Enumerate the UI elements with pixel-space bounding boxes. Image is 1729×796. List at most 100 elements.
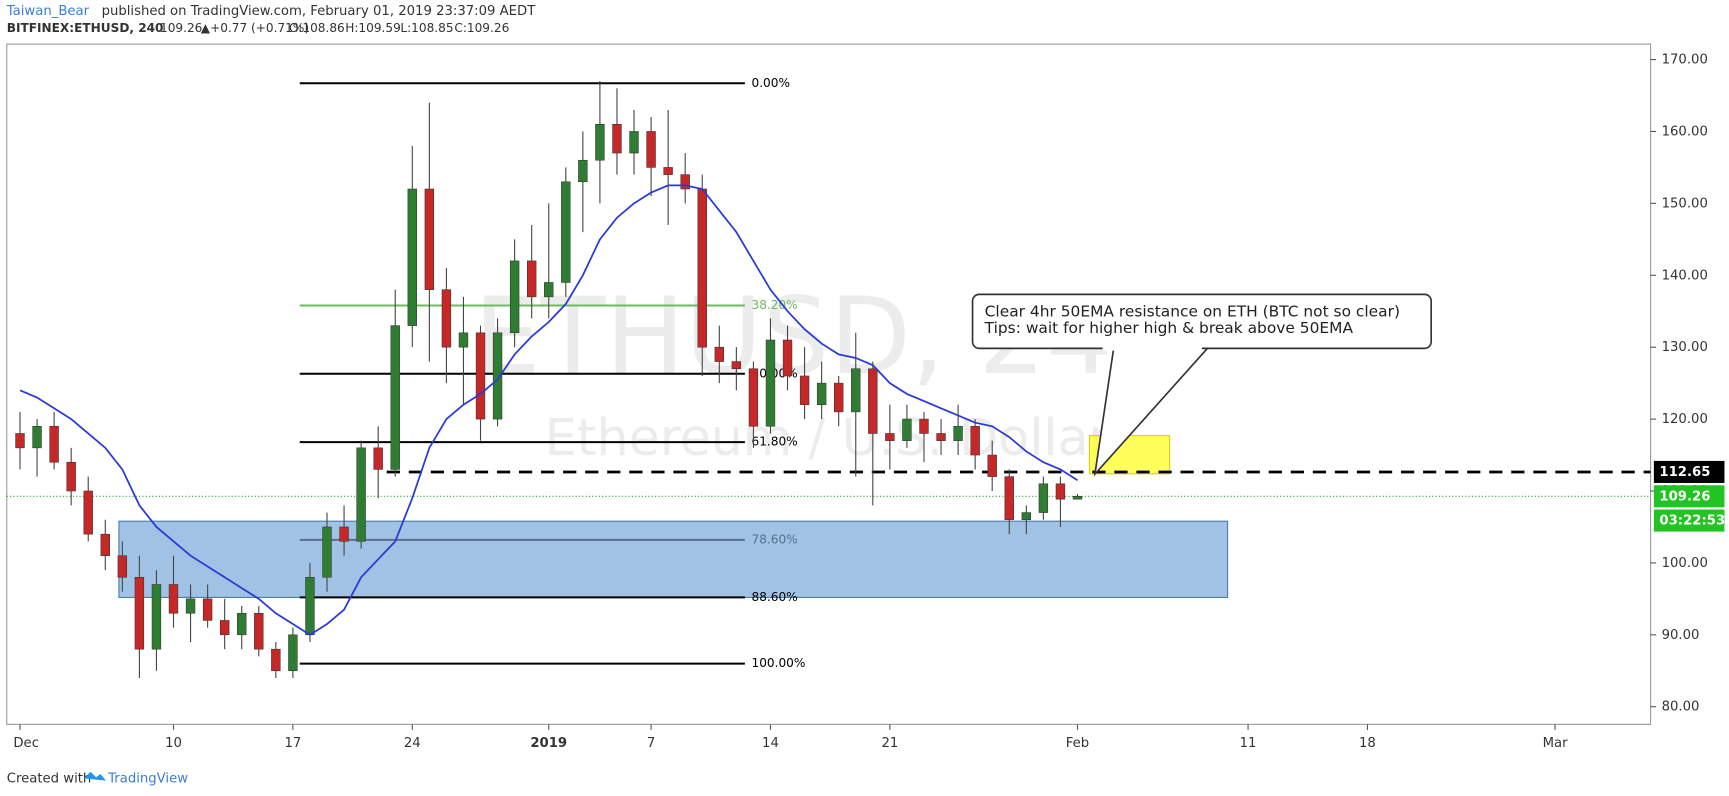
- candle-body: [816, 382, 827, 405]
- candle-body: [100, 533, 110, 556]
- candle-body: [185, 598, 196, 614]
- candle-body: [254, 612, 264, 650]
- candle-body: [288, 634, 298, 672]
- countdown: 03:22:53: [1659, 514, 1725, 529]
- y-tick-label: 80.00: [1662, 700, 1700, 715]
- price-tag: [1653, 460, 1725, 483]
- x-tick-label: 18: [1359, 736, 1376, 751]
- x-tick-label: Mar: [1543, 736, 1569, 751]
- footer-created: Created with: [7, 771, 92, 786]
- candle-body: [748, 368, 759, 427]
- candle-body: [851, 368, 861, 413]
- candle-body: [1038, 483, 1049, 513]
- candle-body: [902, 418, 912, 441]
- y-tick-label: 160.00: [1662, 124, 1708, 139]
- fib-label: 88.60%: [752, 590, 798, 604]
- fib-label: 0.00%: [752, 76, 790, 90]
- ema-line: [19, 184, 1078, 636]
- price-tag: [1653, 485, 1725, 508]
- candle-body: [83, 490, 93, 535]
- callout-join: [1102, 346, 1202, 351]
- candle-body: [919, 418, 929, 434]
- symbol: BITFINEX:ETHUSD, 240: [7, 21, 164, 35]
- candle-body: [458, 332, 469, 348]
- watermark-sub: Ethereum / U.S. Dollar: [545, 408, 1110, 467]
- candle-body: [1072, 496, 1083, 500]
- candle-body: [544, 282, 554, 298]
- candle-body: [202, 598, 213, 621]
- candle-body: [765, 339, 776, 427]
- candle-body: [680, 174, 690, 190]
- fib-label: 78.60%: [752, 532, 798, 546]
- candle-body: [782, 339, 793, 377]
- candle-body: [936, 433, 946, 441]
- published: published on TradingView.com, February 0…: [102, 4, 537, 19]
- fib-label: 100.00%: [752, 656, 806, 670]
- candle-body: [356, 447, 366, 542]
- candle-body: [970, 426, 980, 456]
- plot-frame: [6, 43, 1652, 725]
- fib-label: 38.20%: [752, 298, 798, 312]
- candle-body: [714, 346, 724, 362]
- price-tag-label: 109.26: [1659, 489, 1710, 504]
- candle-body: [492, 332, 503, 420]
- x-tick-label: 10: [165, 736, 182, 751]
- change: ▲+0.77 (+0.71%): [201, 21, 309, 35]
- candle-body: [407, 188, 417, 326]
- high: H:109.59: [345, 21, 401, 35]
- candle-body: [561, 181, 571, 283]
- support-zone: [118, 520, 1229, 598]
- candle-body: [66, 461, 76, 492]
- candle-body: [885, 433, 895, 441]
- candle-body: [168, 584, 179, 614]
- candle-body: [595, 124, 605, 161]
- candle-body: [117, 555, 128, 578]
- x-tick-label: 2019: [530, 736, 567, 751]
- candle-body: [526, 260, 537, 298]
- y-tick-label: 150.00: [1662, 196, 1708, 211]
- x-tick-label: Dec: [13, 736, 39, 751]
- author[interactable]: Taiwan_Bear: [6, 4, 90, 19]
- y-tick-label: 170.00: [1662, 53, 1708, 68]
- y-tick-label: 100.00: [1662, 556, 1708, 571]
- candle-body: [987, 454, 997, 477]
- candle-body: [305, 577, 315, 636]
- candle-body: [629, 131, 639, 154]
- candle-body: [1055, 483, 1066, 500]
- x-tick-label: 21: [881, 736, 898, 751]
- candle-body: [578, 159, 588, 183]
- candle-body: [441, 289, 452, 348]
- candle-body: [237, 612, 247, 636]
- candle-body: [663, 167, 673, 175]
- open: O:108.86: [289, 21, 345, 35]
- candle-body: [32, 426, 42, 449]
- candle-body: [509, 260, 520, 334]
- candle-body: [475, 332, 486, 420]
- candle-body: [424, 188, 435, 290]
- candle-body: [271, 648, 281, 672]
- candle-body: [1004, 476, 1014, 521]
- close: C:109.26: [454, 21, 509, 35]
- candle-body: [799, 375, 810, 405]
- fib-label: 61.80%: [752, 435, 798, 449]
- y-tick-label: 140.00: [1662, 268, 1708, 283]
- y-tick-label: 130.00: [1662, 340, 1708, 355]
- price-tag-label: 112.65: [1659, 465, 1710, 480]
- y-tick-label: 90.00: [1662, 628, 1700, 643]
- callout-pointer: [1093, 347, 1208, 477]
- x-tick-label: 24: [404, 736, 421, 751]
- x-tick-label: 11: [1240, 736, 1257, 751]
- footer-brand[interactable]: TradingView: [107, 771, 188, 786]
- candle-body: [390, 325, 400, 470]
- candle-body: [373, 447, 383, 470]
- candle-body: [1021, 512, 1032, 521]
- x-tick-label: 14: [762, 736, 779, 751]
- candle-body: [339, 526, 349, 542]
- countdown-tag: [1653, 509, 1725, 532]
- candle-body: [731, 361, 742, 370]
- candle-body: [219, 620, 230, 636]
- candle-body: [953, 426, 963, 441]
- candle-body: [646, 131, 656, 168]
